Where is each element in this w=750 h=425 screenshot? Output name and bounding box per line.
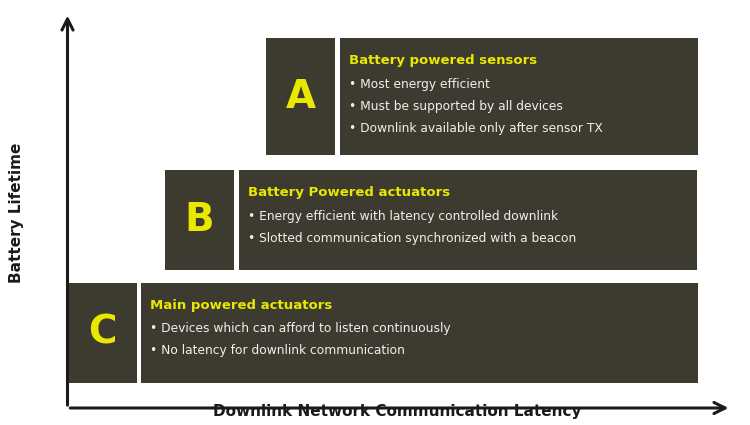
Bar	[68, 283, 136, 382]
Text: Downlink Network Communication Latency: Downlink Network Communication Latency	[213, 404, 582, 419]
Text: Battery Powered actuators: Battery Powered actuators	[248, 186, 450, 199]
Bar	[266, 38, 335, 155]
Text: Main powered actuators: Main powered actuators	[150, 299, 332, 312]
Text: • Slotted communication synchronized with a beacon: • Slotted communication synchronized wit…	[248, 232, 576, 245]
Bar	[238, 170, 698, 270]
Bar	[165, 170, 234, 270]
Text: B: B	[184, 201, 214, 239]
Text: A: A	[286, 78, 316, 116]
Text: C: C	[88, 314, 116, 351]
Text: Battery Lifetime: Battery Lifetime	[9, 142, 24, 283]
Text: Battery powered sensors: Battery powered sensors	[349, 54, 537, 68]
Text: • No latency for downlink communication: • No latency for downlink communication	[150, 344, 405, 357]
Bar	[340, 38, 698, 155]
Text: • Most energy efficient: • Most energy efficient	[349, 78, 490, 91]
Bar	[141, 283, 698, 382]
Text: • Devices which can afford to listen continuously: • Devices which can afford to listen con…	[150, 322, 451, 335]
Text: • Downlink available only after sensor TX: • Downlink available only after sensor T…	[349, 122, 602, 135]
Text: • Energy efficient with latency controlled downlink: • Energy efficient with latency controll…	[248, 210, 557, 223]
Text: • Must be supported by all devices: • Must be supported by all devices	[349, 100, 562, 113]
